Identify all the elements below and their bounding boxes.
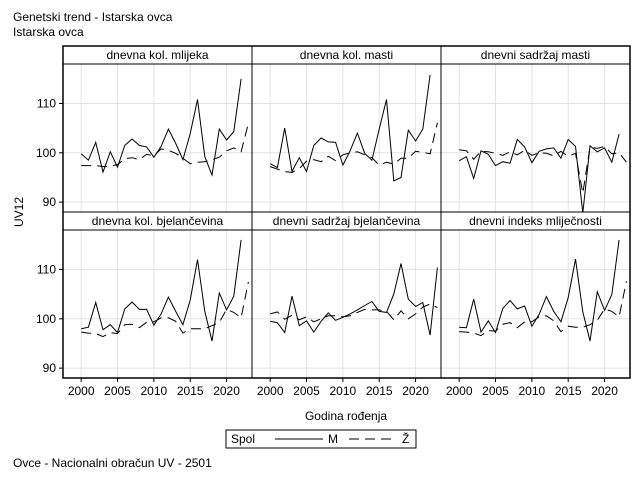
panel-border — [251, 63, 442, 213]
y-tick-label: 110 — [37, 262, 56, 276]
x-tick-label: 2000 — [257, 384, 284, 398]
chart-title: Genetski trend - Istarska ovca — [13, 10, 173, 24]
panel-title: dnevna kol. masti — [300, 48, 393, 62]
panel-6: dnevni indeks mliječnosti 2000 2005 2010 201… — [440, 211, 631, 398]
x-tick-label: 2015 — [177, 384, 204, 398]
x-tick-label: 2015 — [555, 384, 582, 398]
panel-4: dnevna kol. bjelančevina 90 100 110 2000 2005… — [36, 211, 253, 398]
x-tick-label: 2020 — [591, 384, 618, 398]
panel-title: dnevni sadržaj masti — [481, 48, 590, 62]
x-tick-label: 2005 — [293, 384, 320, 398]
chart-subtitle: Istarska ovca — [13, 25, 84, 39]
series-line-m — [270, 263, 438, 336]
legend: Spol M Ž — [225, 429, 417, 449]
legend-title: Spol — [231, 432, 255, 446]
panel-title: dnevni sadržaj bjelančevina — [273, 214, 421, 228]
series-line-z — [459, 145, 627, 194]
series-line-z — [270, 303, 438, 323]
panel-2: dnevna kol. masti — [251, 45, 442, 213]
figure-frame — [62, 45, 631, 379]
x-tick-label: 2020 — [402, 384, 429, 398]
panel-title: dnevni indeks mliječnosti — [469, 214, 602, 228]
legend-label-z: Ž — [402, 431, 409, 446]
x-tick-label: 2020 — [213, 384, 240, 398]
x-axis-title: Godina rođenja — [305, 409, 387, 423]
series-line-m — [459, 239, 620, 342]
y-tick-label: 100 — [36, 312, 56, 326]
series-line-z — [81, 281, 249, 338]
panel-5: dnevni sadržaj bjelančevina 2000 2005 2010 2… — [251, 211, 442, 398]
y-tick-label: 90 — [43, 195, 57, 209]
series-line-z — [459, 281, 627, 337]
panel-1: dnevna kol. mlijeka 90 100 110 — [36, 45, 253, 213]
x-tick-label: 2005 — [482, 384, 509, 398]
panel-3: dnevni sadržaj masti — [440, 45, 631, 214]
series-line-m — [81, 239, 242, 342]
x-tick-label: 2005 — [104, 384, 131, 398]
series-line-m — [80, 78, 242, 177]
x-tick-label: 2010 — [330, 384, 357, 398]
y-axis-title: UV12 — [12, 197, 26, 227]
y-tick-label: 100 — [36, 146, 56, 160]
series-line-z — [81, 123, 249, 168]
legend-label-m: M — [328, 432, 338, 446]
x-tick-label: 2000 — [446, 384, 473, 398]
y-tick-label: 110 — [37, 96, 56, 110]
series-line-m — [269, 74, 431, 182]
y-tick-label: 90 — [43, 361, 57, 375]
panel-border — [62, 63, 253, 213]
panel-title: dnevna kol. bjelančevina — [92, 214, 224, 228]
x-tick-label: 2000 — [68, 384, 95, 398]
panel-title: dnevna kol. mlijeka — [106, 48, 208, 62]
footer-note: Ovce - Nacionalni obračun UV - 2501 — [13, 456, 212, 470]
panel-border — [440, 63, 631, 213]
x-tick-label: 2010 — [519, 384, 546, 398]
x-tick-label: 2015 — [366, 384, 393, 398]
x-tick-label: 2010 — [141, 384, 168, 398]
series-line-m — [458, 133, 620, 214]
